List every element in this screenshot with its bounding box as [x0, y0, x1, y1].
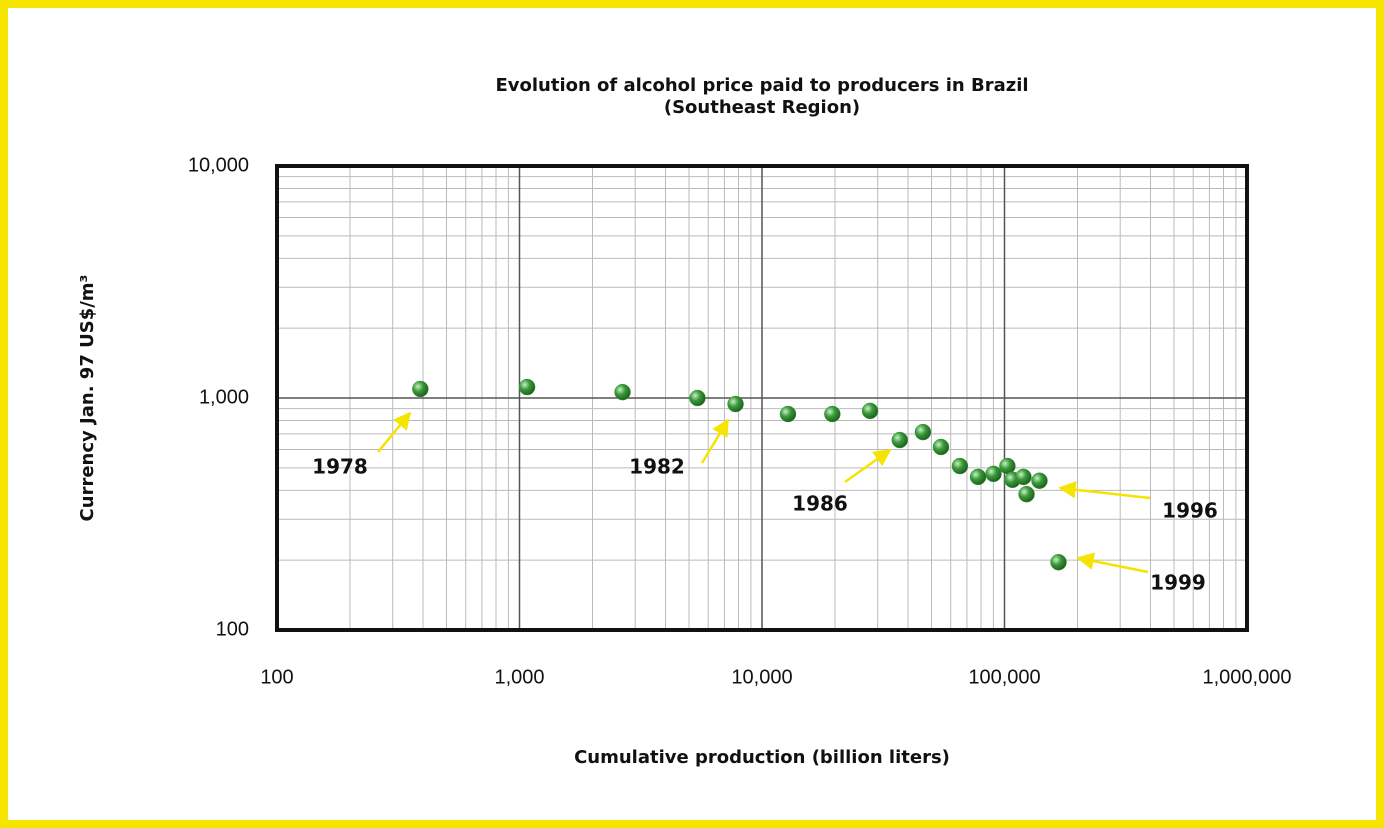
- point: [891, 431, 909, 449]
- x-tick-label: 1,000: [494, 666, 544, 688]
- annotation-arrow: [700, 418, 730, 464]
- chart-title: Evolution of alcohol price paid to produ…: [495, 75, 1028, 96]
- point: [985, 465, 1002, 483]
- y-tick-label: 100: [216, 618, 249, 640]
- chart-subtitle: (Southeast Region): [664, 97, 860, 118]
- point: [914, 423, 932, 441]
- x-tick-label: 1,000,000: [1203, 666, 1292, 688]
- annotation: 1999: [1150, 571, 1206, 595]
- annotation: 1978: [312, 455, 368, 479]
- point: [518, 378, 536, 396]
- point: [1050, 553, 1067, 571]
- plot-frame: [275, 164, 1249, 632]
- point: [824, 405, 841, 423]
- annotation: 1982: [629, 455, 685, 479]
- x-tick-label: 100: [260, 666, 293, 688]
- annotation: 1986: [792, 492, 848, 516]
- point: [727, 395, 744, 413]
- point: [951, 457, 969, 475]
- point: [1018, 485, 1035, 503]
- x-tick-label: 100,000: [968, 666, 1040, 688]
- y-tick-label: 1,000: [199, 386, 249, 408]
- point: [614, 383, 631, 401]
- point: [969, 468, 987, 486]
- point: [779, 405, 797, 423]
- x-axis-label: Cumulative production (billion liters): [574, 747, 950, 768]
- y-axis-label: Currency Jan. 97 US$/m³: [77, 275, 98, 522]
- x-tick-label: 10,000: [731, 666, 792, 688]
- annotation-arrow: [844, 448, 892, 484]
- annotation-arrow: [377, 411, 412, 453]
- annotation-arrow: [1076, 552, 1149, 574]
- point: [412, 380, 429, 398]
- y-tick-label: 10,000: [188, 154, 249, 176]
- annotation-arrow: [1058, 481, 1151, 500]
- point: [1031, 472, 1048, 489]
- point: [861, 402, 879, 420]
- point: [1015, 468, 1032, 486]
- annotation: 1996: [1162, 499, 1218, 523]
- point: [932, 438, 950, 456]
- point: [689, 389, 706, 407]
